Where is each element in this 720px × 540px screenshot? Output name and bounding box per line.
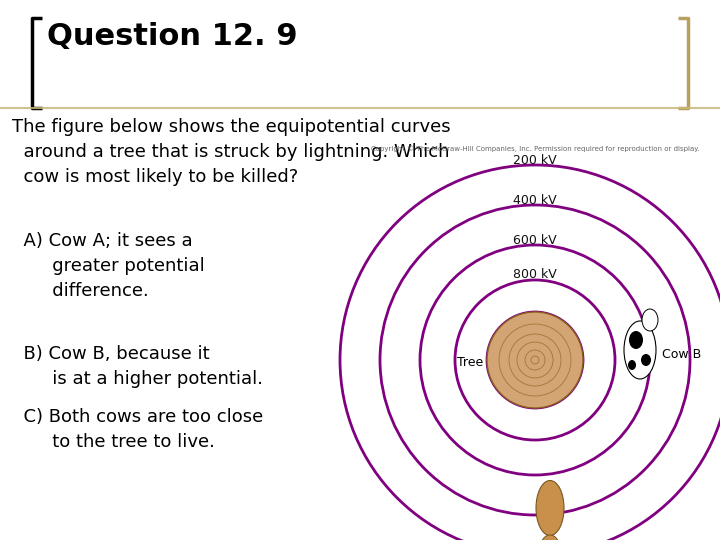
Ellipse shape (642, 309, 658, 331)
Text: 400 kV: 400 kV (513, 193, 557, 206)
Text: Cow B: Cow B (662, 348, 701, 361)
Text: B) Cow B, because it
       is at a higher potential.: B) Cow B, because it is at a higher pote… (12, 345, 263, 388)
Text: Copyright © The McGraw-Hill Companies, Inc. Permission required for reproduction: Copyright © The McGraw-Hill Companies, I… (371, 145, 699, 152)
Text: A) Cow A; it sees a
       greater potential
       difference.: A) Cow A; it sees a greater potential di… (12, 232, 204, 300)
Text: The figure below shows the equipotential curves
  around a tree that is struck b: The figure below shows the equipotential… (12, 118, 451, 186)
Ellipse shape (628, 360, 636, 370)
Text: 800 kV: 800 kV (513, 268, 557, 281)
Ellipse shape (629, 331, 643, 349)
Ellipse shape (541, 535, 559, 540)
Text: Question 12. 9: Question 12. 9 (47, 22, 297, 51)
Circle shape (487, 312, 583, 408)
Text: 200 kV: 200 kV (513, 153, 557, 166)
Text: C) Both cows are too close
       to the tree to live.: C) Both cows are too close to the tree t… (12, 408, 264, 451)
Text: Tree: Tree (456, 355, 483, 368)
Ellipse shape (536, 481, 564, 536)
Ellipse shape (624, 321, 656, 379)
Ellipse shape (641, 354, 651, 366)
Text: 600 kV: 600 kV (513, 233, 557, 246)
